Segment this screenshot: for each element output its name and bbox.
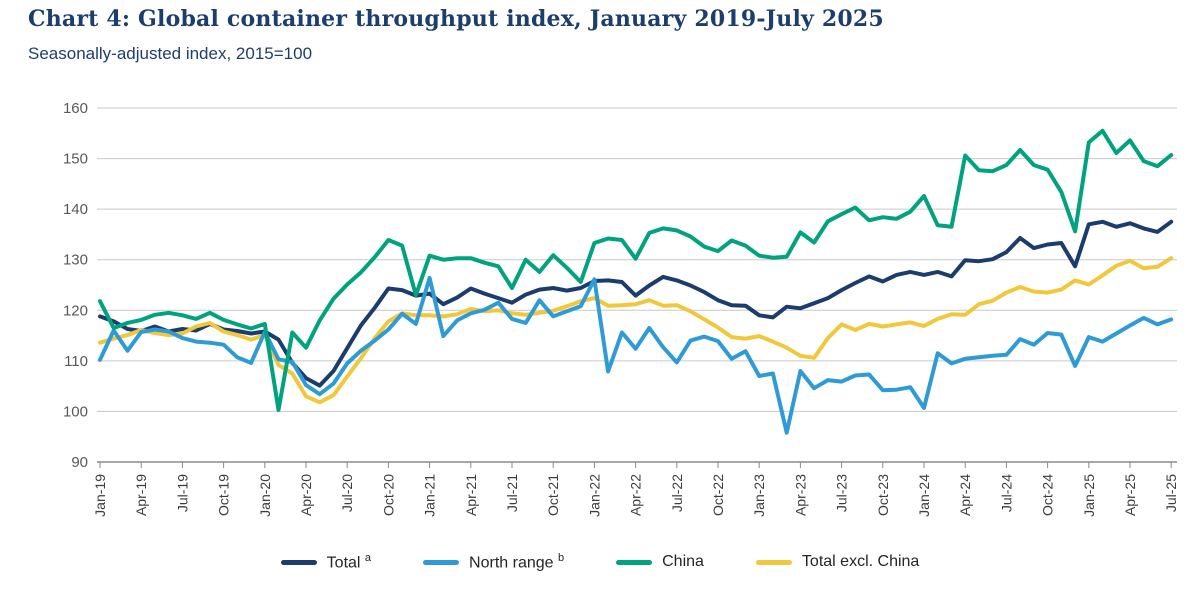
x-axis-label: Apr-21	[463, 474, 479, 516]
x-axis-label: Jan-22	[586, 474, 602, 517]
x-axis-label: Jan-21	[422, 474, 438, 517]
y-axis-label: 110	[64, 353, 88, 370]
x-axis-label: Jan-20	[257, 474, 273, 517]
x-axis-label: Apr-23	[792, 474, 808, 516]
series-line-north-range	[98, 275, 1174, 435]
x-axis-label: Jul-24	[998, 474, 1014, 512]
y-axis-label: 120	[63, 302, 88, 319]
x-axis-label: Apr-24	[957, 474, 973, 516]
legend-swatch	[280, 559, 317, 565]
x-axis-label: Jan-19	[92, 474, 108, 517]
chart-subtitle: Seasonally-adjusted index, 2015=100	[28, 44, 313, 63]
y-axis-label: 90	[71, 454, 88, 471]
y-axis-label: 150	[63, 151, 88, 168]
legend-item-north-range: North range b	[423, 552, 564, 572]
legend-item-china: China	[616, 553, 704, 571]
x-axis-label: Oct-22	[710, 474, 726, 516]
legend-superscript: a	[364, 552, 372, 564]
x-axis-label: Oct-24	[1040, 474, 1056, 516]
x-axis-label: Jul-23	[834, 474, 850, 512]
series-line-total-excl-china	[98, 256, 1174, 405]
x-axis-label: Jul-21	[504, 474, 520, 512]
legend-item-total-excl-china: Total excl. China	[755, 553, 920, 571]
legend-swatch	[755, 559, 792, 565]
x-axis-label: Jul-25	[1163, 474, 1179, 512]
x-axis-label: Jul-19	[174, 474, 190, 512]
x-axis-label: Oct-20	[380, 474, 396, 516]
x-axis-label: Jul-20	[339, 474, 355, 512]
y-axis-label: 130	[63, 252, 88, 269]
legend-label: Total a	[326, 552, 372, 572]
y-axis-label: 140	[63, 201, 88, 218]
y-axis-label: 100	[63, 403, 88, 420]
x-axis-label: Jan-24	[916, 474, 932, 517]
series-line-total	[98, 219, 1174, 388]
legend-label: North range b	[469, 552, 565, 572]
chart-title: Chart 4: Global container throughput ind…	[28, 6, 884, 32]
x-axis-label: Apr-25	[1122, 474, 1138, 516]
x-axis-label: Apr-22	[628, 474, 644, 516]
legend-label: Total excl. China	[801, 553, 920, 571]
series-line-china	[98, 128, 1174, 412]
x-axis-label: Apr-19	[133, 474, 149, 516]
x-axis-label: Jul-22	[669, 474, 685, 512]
legend-swatch	[423, 559, 460, 565]
x-axis-label: Jan-23	[751, 474, 767, 517]
legend-label: China	[662, 553, 704, 571]
x-axis-label: Jan-25	[1081, 474, 1097, 517]
x-axis-label: Oct-23	[875, 474, 891, 516]
x-axis-label: Apr-20	[298, 474, 314, 516]
y-axis-label: 160	[63, 100, 88, 117]
legend-swatch	[616, 559, 653, 565]
x-axis-label: Oct-21	[545, 474, 561, 516]
chart-legend: Total a North range b China Total excl. Chi…	[0, 552, 1200, 572]
x-axis-label: Oct-19	[216, 474, 232, 516]
legend-superscript: b	[557, 552, 565, 564]
legend-item-total: Total a	[280, 552, 372, 572]
